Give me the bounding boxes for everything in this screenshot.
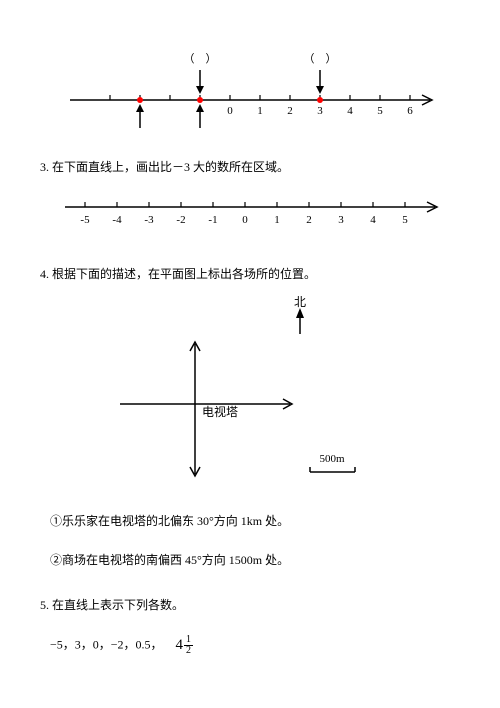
scale-label: 500m — [319, 453, 345, 465]
q3-svg: -5 -4 -3 -2 -1 0 1 2 3 4 5 — [50, 187, 450, 237]
svg-text:2: 2 — [287, 105, 293, 117]
q4-text: 4. 根据下面的描述，在平面图上标出各场所的位置。 — [40, 265, 460, 282]
q3: 3. 在下面直线上，画出比－3 大的数所在区域。 -5 -4 -3 -2 -1 0 1 2 3 4… — [40, 158, 460, 237]
mixed-whole: 4 — [176, 637, 184, 653]
svg-text:-3: -3 — [144, 214, 154, 226]
svg-text:0: 0 — [242, 214, 248, 226]
q4-svg: 北 电视塔 500m — [70, 294, 430, 494]
svg-text:0: 0 — [227, 105, 233, 117]
svg-text:6: 6 — [407, 105, 413, 117]
north-label: 北 — [294, 295, 306, 309]
svg-text:5: 5 — [377, 105, 383, 117]
center-label: 电视塔 — [202, 404, 238, 419]
svg-text:4: 4 — [370, 214, 376, 226]
svg-text:-5: -5 — [80, 214, 90, 226]
mixed-fraction: 4 1 2 — [176, 635, 194, 656]
q4-item2: ②商场在电视塔的南偏西 45°方向 1500m 处。 — [50, 551, 460, 568]
svg-text:3: 3 — [317, 105, 323, 117]
svg-text:（ ）: （ ） — [184, 52, 217, 65]
q4-item1: ①乐乐家在电视塔的北偏东 30°方向 1km 处。 — [50, 512, 460, 529]
svg-text:-4: -4 — [112, 214, 122, 226]
q5: 5. 在直线上表示下列各数。 −5，3，0，−2，0.5， 4 1 2 — [40, 596, 460, 656]
q2-svg: 0123456 （ ）（ ） （ ）（ ） — [50, 20, 450, 130]
svg-text:1: 1 — [274, 214, 280, 226]
svg-text:3: 3 — [338, 214, 344, 226]
q3-text: 3. 在下面直线上，画出比－3 大的数所在区域。 — [40, 158, 460, 175]
q5-prefix: −5，3，0，−2，0.5， — [50, 637, 163, 651]
svg-text:5: 5 — [402, 214, 408, 226]
svg-text:-2: -2 — [176, 214, 185, 226]
svg-text:1: 1 — [257, 105, 263, 117]
svg-text:2: 2 — [306, 214, 312, 226]
svg-text:4: 4 — [347, 105, 353, 117]
q2-numberline: 0123456 （ ）（ ） （ ）（ ） — [40, 20, 460, 130]
q5-text: 5. 在直线上表示下列各数。 — [40, 596, 460, 613]
q5-values: −5，3，0，−2，0.5， 4 1 2 — [50, 635, 460, 656]
svg-text:-1: -1 — [208, 214, 217, 226]
mixed-den: 2 — [184, 646, 193, 656]
q4: 4. 根据下面的描述，在平面图上标出各场所的位置。 北 电视塔 500m ①乐乐… — [40, 265, 460, 568]
svg-text:（ ）: （ ） — [304, 52, 337, 65]
